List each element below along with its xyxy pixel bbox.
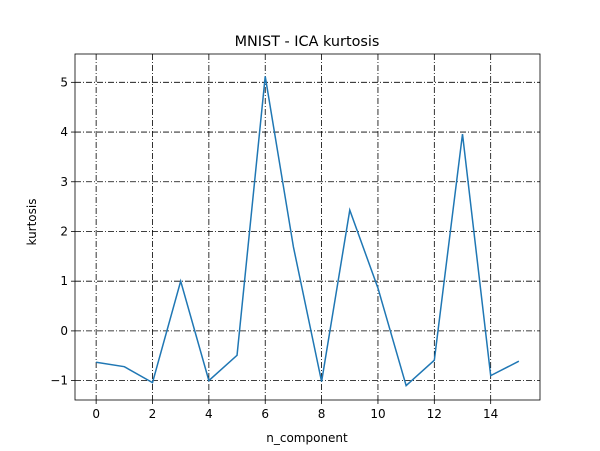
data-line <box>96 76 520 387</box>
y-tick-label: −1 <box>50 374 68 388</box>
y-axis-label: kurtosis <box>25 198 39 245</box>
x-tick-label: 2 <box>149 407 157 421</box>
x-tick-label: 14 <box>483 407 498 421</box>
y-tick-label: 4 <box>60 125 68 139</box>
x-tick-label: 10 <box>370 407 385 421</box>
y-tick-label: 0 <box>60 324 68 338</box>
x-tick-label: 12 <box>427 407 442 421</box>
plot-frame <box>74 53 541 401</box>
x-tick-label: 0 <box>92 407 100 421</box>
y-tick-label: 1 <box>60 274 68 288</box>
x-axis-label: n_component <box>266 431 348 445</box>
x-tick-label: 6 <box>261 407 269 421</box>
x-tick-label: 8 <box>318 407 326 421</box>
y-tick-label: 2 <box>60 224 68 238</box>
y-tick-label: 3 <box>60 175 68 189</box>
x-tick-label: 4 <box>205 407 213 421</box>
chart-title: MNIST - ICA kurtosis <box>235 34 380 50</box>
y-tick-label: 5 <box>60 75 68 89</box>
